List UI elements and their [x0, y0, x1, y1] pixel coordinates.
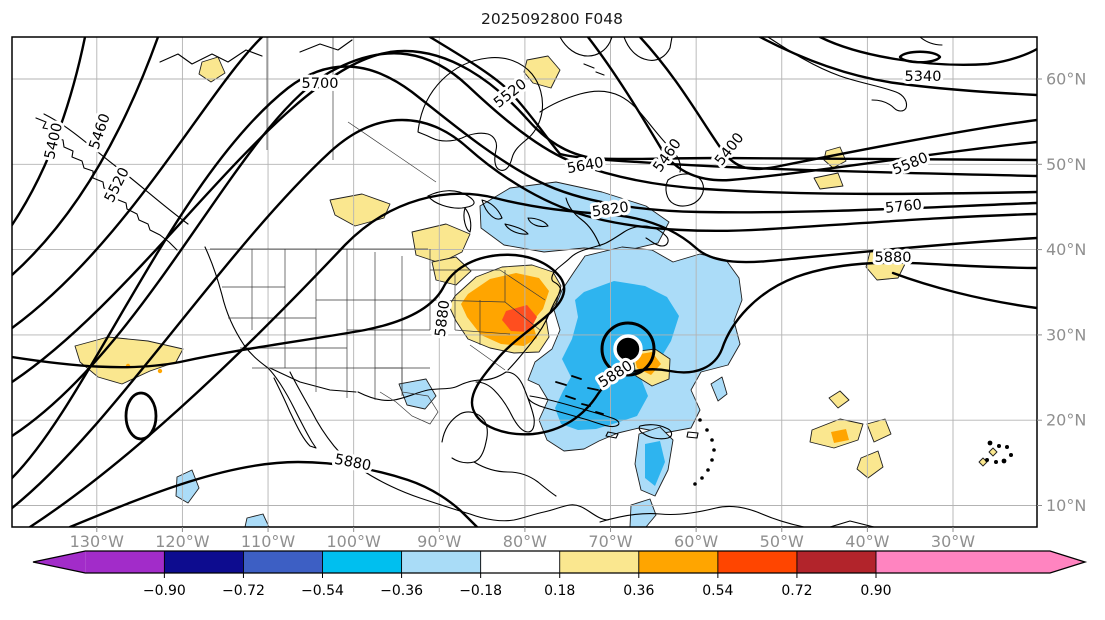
longitude-axis: 130°W 120°W 110°W 100°W 90°W 80°W 70°W 60°W 50°W… — [70, 527, 975, 551]
lat-tick-label: 20°N — [1046, 411, 1086, 430]
lat-tick-label: 50°N — [1046, 155, 1086, 174]
contour-label: 5400 — [42, 121, 66, 161]
colorbar-tick-label: −0.36 — [380, 583, 423, 599]
lat-tick-label: 30°N — [1046, 325, 1086, 344]
island-dots — [693, 418, 1013, 486]
lon-tick-label: 70°W — [588, 532, 632, 551]
contour-label: 5340 — [905, 69, 942, 85]
colorbar-segment — [401, 551, 481, 573]
lon-tick-label: 60°W — [674, 532, 718, 551]
lat-tick-label: 40°N — [1046, 240, 1086, 259]
graticule-grid — [12, 37, 1037, 527]
contour-label: 5880 — [333, 452, 372, 475]
colorbar-segment — [876, 551, 1050, 573]
contour-label: 5520 — [102, 165, 133, 205]
colorbar-segment — [638, 551, 718, 573]
lat-tick-label: 60°N — [1046, 70, 1086, 89]
colorbar-tick-label: −0.18 — [459, 583, 502, 599]
lon-tick-label: 110°W — [241, 532, 296, 551]
colorbar-right-arrow — [1050, 551, 1085, 573]
lon-tick-label: 80°W — [503, 532, 547, 551]
colorbar-tick-label: −0.54 — [301, 583, 344, 599]
colorbar-tick-label: 0.54 — [702, 583, 733, 599]
lon-tick-label: 30°W — [931, 532, 975, 551]
colorbar-left-arrow — [33, 551, 86, 573]
anomaly-shading — [74, 55, 998, 527]
colorbar-segment — [480, 551, 560, 573]
height-contours — [12, 37, 1037, 527]
cyclone-center-icon — [613, 334, 643, 364]
colorbar-segment — [796, 551, 876, 573]
lat-tick-label: 10°N — [1046, 496, 1086, 515]
anomaly-colorbar: −0.90 −0.72 −0.54 −0.36 −0.18 0.18 0.36 0.54 0.7… — [32, 550, 1088, 599]
latitude-axis: 60°N 50°N 40°N 30°N 20°N 10°N — [1037, 70, 1086, 515]
colorbar-tick-label: 0.36 — [623, 583, 654, 599]
contour-label: 5880 — [875, 250, 912, 266]
contour-label: 5400 — [712, 130, 747, 169]
colorbar-tick-label: 0.18 — [544, 583, 575, 599]
lon-tick-label: 120°W — [155, 532, 210, 551]
lon-tick-label: 100°W — [326, 532, 381, 551]
cyclone-contour-ring — [600, 321, 656, 377]
lon-tick-label: 90°W — [417, 532, 461, 551]
contour-label: 5880 — [433, 299, 453, 338]
lon-tick-label: 50°W — [760, 532, 804, 551]
contour-label: 5640 — [566, 155, 605, 177]
colorbar-tick-label: 0.90 — [860, 583, 891, 599]
colorbar-outline — [32, 550, 1088, 574]
colorbar-segment — [243, 551, 323, 573]
tropical-cyclone-marker — [600, 321, 656, 377]
colorbar-segment — [717, 551, 797, 573]
contour-label: 5760 — [884, 197, 922, 217]
contour-label: 5700 — [302, 76, 339, 92]
colorbar-segment — [559, 551, 639, 573]
colorbar-segment — [322, 551, 402, 573]
page-title: 2025092800 F048 — [481, 10, 623, 28]
state-borders — [210, 37, 546, 425]
colorbar-tick-label: −0.90 — [143, 583, 186, 599]
colorbar-tick-label: 0.72 — [781, 583, 812, 599]
lon-tick-label: 40°W — [845, 532, 889, 551]
lon-tick-label: 130°W — [70, 532, 125, 551]
colorbar-segment — [85, 551, 165, 573]
colorbar-segment — [164, 551, 244, 573]
colorbar-tick-label: −0.72 — [222, 583, 265, 599]
